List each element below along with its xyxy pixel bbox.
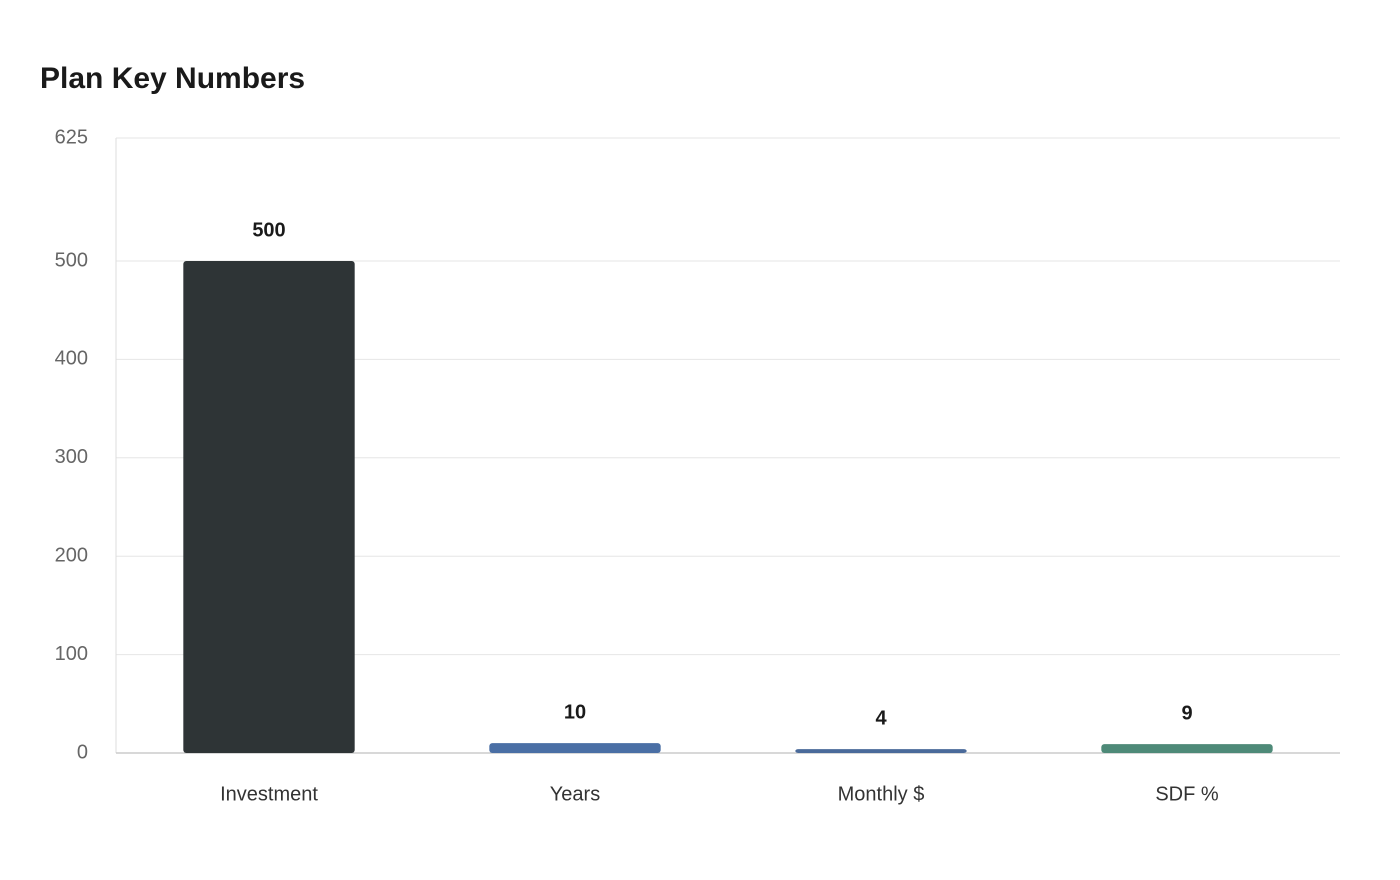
bar	[183, 261, 355, 753]
value-label: 4	[875, 707, 887, 729]
y-tick-label: 100	[55, 643, 88, 665]
value-label: 9	[1181, 702, 1192, 724]
y-tick-label: 300	[55, 446, 88, 468]
value-label: 500	[252, 219, 285, 241]
y-tick-label: 200	[55, 544, 88, 566]
y-tick-label: 400	[55, 348, 88, 370]
y-tick-label: 0	[77, 741, 88, 763]
bar	[1101, 744, 1273, 753]
bar	[795, 749, 967, 753]
x-tick-label: Monthly $	[838, 783, 925, 805]
x-tick-label: Investment	[220, 783, 318, 805]
y-tick-label: 625	[55, 126, 88, 148]
y-tick-label: 500	[55, 249, 88, 271]
bar	[489, 743, 661, 753]
value-label: 10	[564, 701, 586, 723]
chart-title: Plan Key Numbers	[40, 62, 305, 95]
x-tick-label: Years	[550, 783, 600, 805]
x-tick-label: SDF %	[1155, 783, 1219, 805]
